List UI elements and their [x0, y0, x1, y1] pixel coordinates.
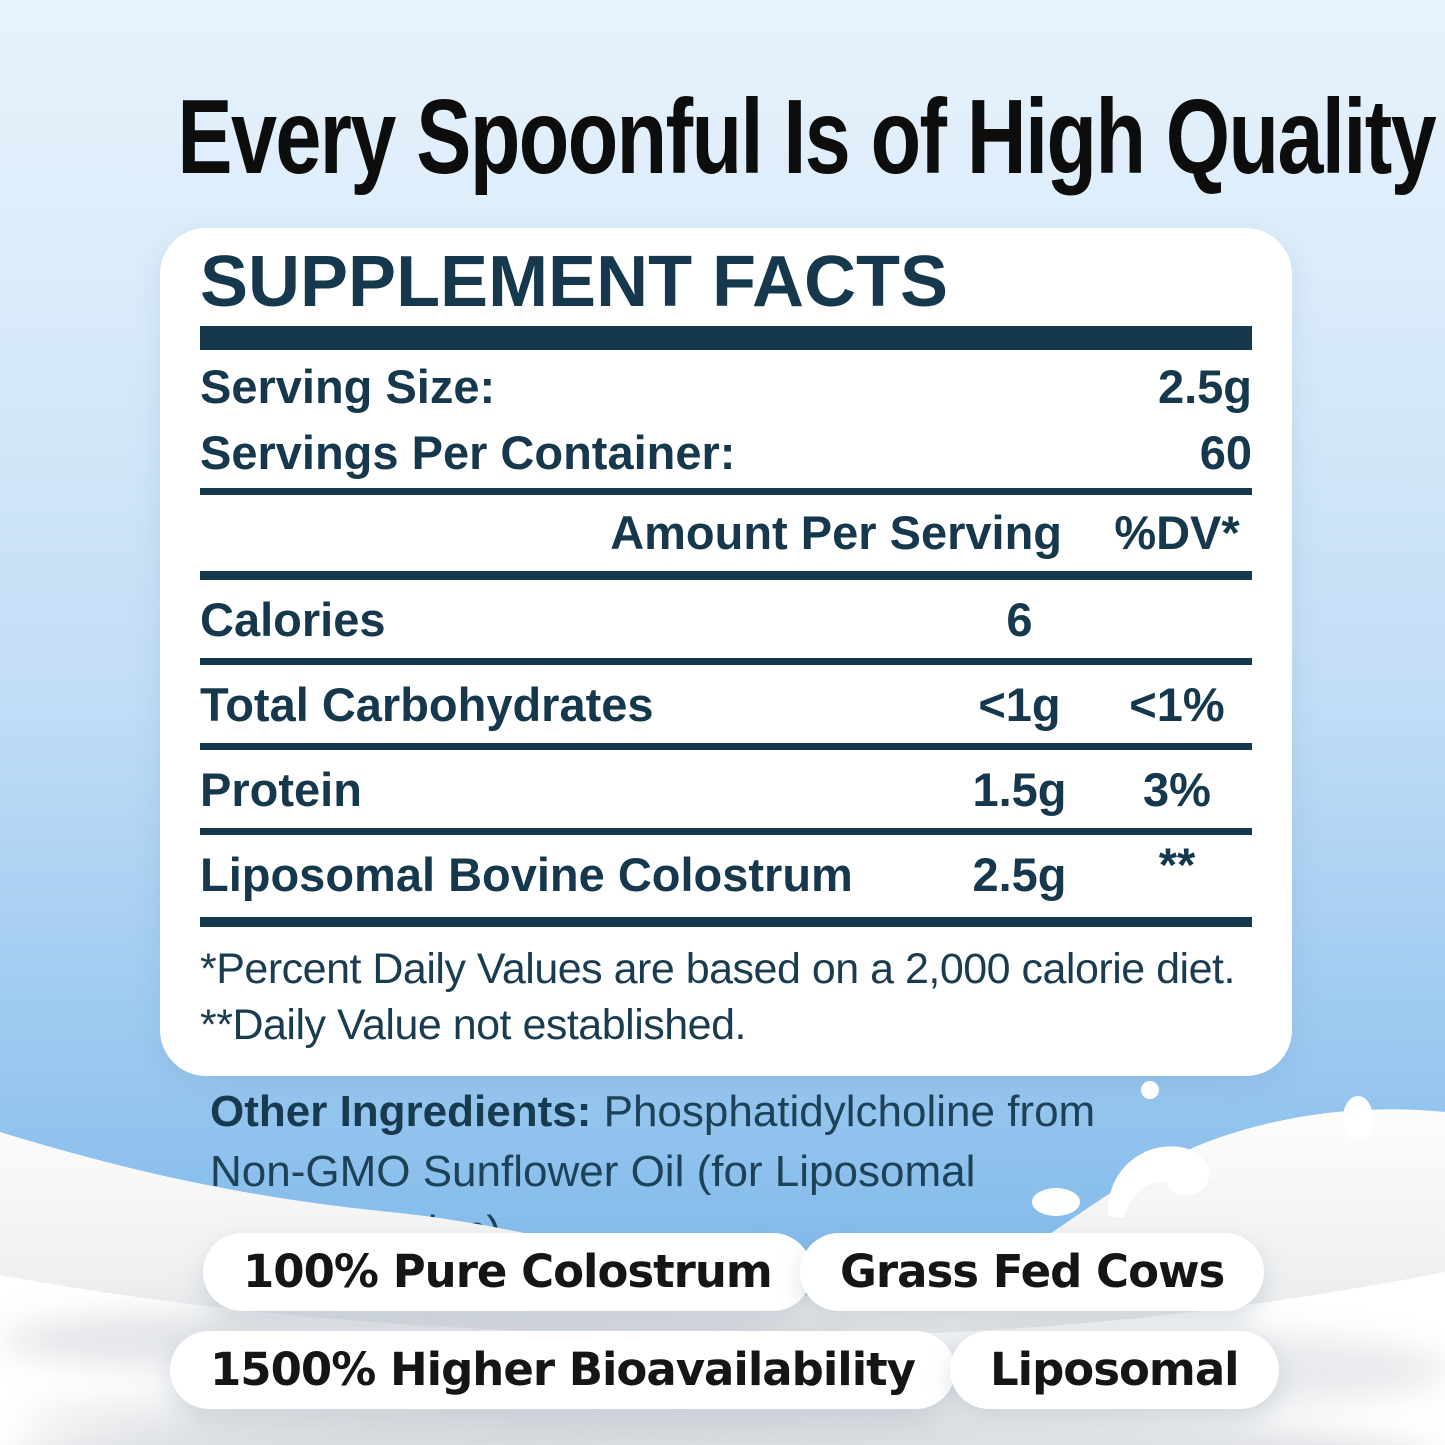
nutrient-dv	[1102, 592, 1252, 648]
footnotes: *Percent Daily Values are based on a 2,0…	[200, 941, 1252, 1053]
serving-size-row: Serving Size: 2.5g	[200, 350, 1252, 416]
milk-droplet	[1343, 1096, 1373, 1140]
nutrient-dv: <1%	[1129, 678, 1225, 731]
divider-line-bottom	[200, 917, 1252, 927]
divider-heavy-bar	[200, 326, 1252, 350]
amount-per-serving-header: Amount Per Serving	[610, 506, 1062, 559]
table-header-row: Amount Per Serving %DV*	[200, 505, 1252, 561]
milk-droplet	[1141, 1081, 1159, 1099]
milk-droplet	[1032, 1188, 1080, 1216]
badge-higher-bioavailability: 1500% Higher Bioavailability	[170, 1331, 955, 1409]
nutrient-dv: 3%	[1143, 763, 1211, 816]
nutrient-name: Liposomal Bovine Colostrum	[200, 848, 853, 901]
nutrient-dv: **	[1158, 838, 1196, 891]
serving-size-value: 2.5g	[1157, 360, 1252, 413]
supplement-facts-panel: SUPPLEMENT FACTS Serving Size: 2.5g Serv…	[160, 228, 1292, 1076]
headline-container: Every Spoonful Is of High Quality	[0, 78, 1445, 196]
page-title: Every Spoonful Is of High Quality	[177, 78, 1436, 196]
nutrient-amount: 1.5g	[972, 763, 1067, 816]
table-row-total-carbohydrates: Total Carbohydrates <1g <1%	[200, 677, 1252, 733]
servings-per-container-row: Servings Per Container: 60	[200, 416, 1252, 482]
nutrient-name: Calories	[200, 593, 386, 646]
divider-line	[200, 571, 1252, 580]
footnote-daily-values: *Percent Daily Values are based on a 2,0…	[200, 945, 1235, 993]
daily-value-header: %DV*	[1114, 506, 1240, 559]
serving-size-label: Serving Size:	[200, 360, 496, 413]
servings-per-container-value: 60	[1199, 426, 1252, 479]
nutrient-name: Protein	[200, 763, 362, 816]
nutrient-amount: <1g	[978, 678, 1061, 731]
badge-grass-fed-cows: Grass Fed Cows	[800, 1233, 1265, 1311]
badge-liposomal: Liposomal	[950, 1331, 1279, 1409]
divider-line	[200, 743, 1252, 750]
supplement-facts-title: SUPPLEMENT FACTS	[200, 242, 949, 322]
other-ingredients-label: Other Ingredients:	[210, 1087, 592, 1136]
nutrient-amount: 2.5g	[972, 848, 1067, 901]
badge-pure-colostrum: 100% Pure Colostrum	[203, 1233, 812, 1311]
table-row-protein: Protein 1.5g 3%	[200, 762, 1252, 818]
divider-line	[200, 488, 1252, 495]
servings-per-container-label: Servings Per Container:	[200, 426, 736, 479]
divider-line	[200, 658, 1252, 665]
table-row-liposomal-bovine-colostrum: Liposomal Bovine Colostrum 2.5g **	[200, 838, 1252, 903]
header-spacer	[200, 505, 610, 561]
table-row-calories: Calories 6	[200, 592, 1252, 648]
nutrient-amount: 6	[1006, 593, 1033, 646]
nutrient-name: Total Carbohydrates	[200, 678, 654, 731]
divider-line	[200, 828, 1252, 835]
footnote-dv-not-established: **Daily Value not established.	[200, 1001, 746, 1049]
